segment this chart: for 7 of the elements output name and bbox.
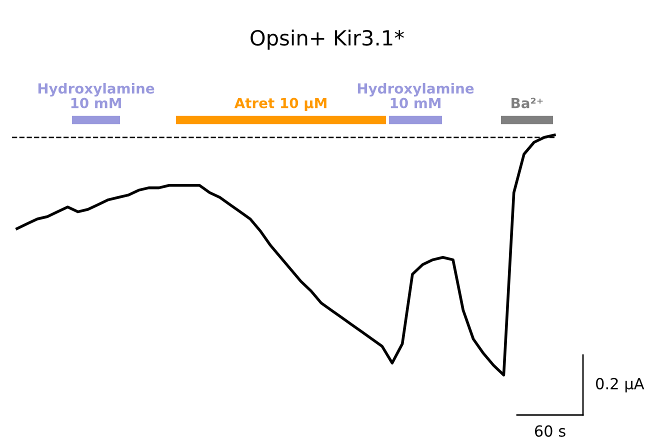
chart-title: Opsin+ Kir3.1* xyxy=(250,30,404,50)
text: Hydroxylamine 10 mM xyxy=(358,82,474,108)
text: 0.2 µA xyxy=(596,378,644,392)
text: Ba²⁺ xyxy=(512,98,543,108)
text: Atret 10 µM xyxy=(234,98,326,111)
text: 60 s xyxy=(534,425,566,437)
text: Hydroxylamine 10 mM xyxy=(38,82,154,108)
